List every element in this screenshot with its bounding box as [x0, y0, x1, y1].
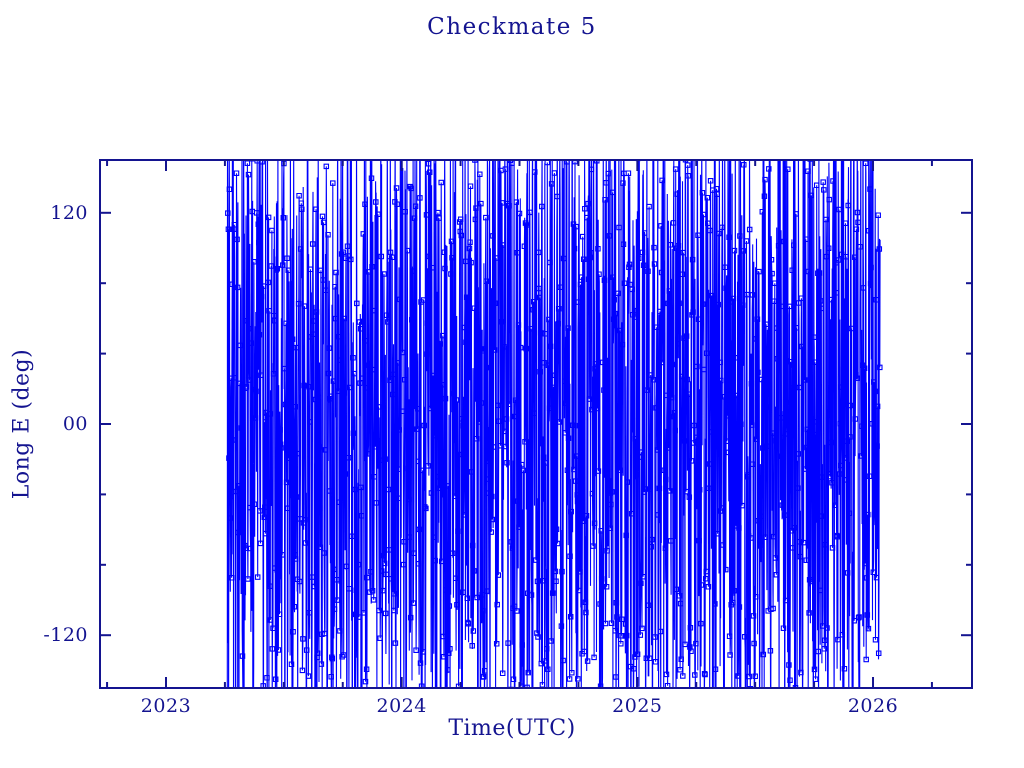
y-tick-label-00: 00 — [62, 413, 88, 435]
x-tick-label-2026: 2026 — [847, 695, 899, 717]
x-tick-label-2025: 2025 — [612, 695, 663, 717]
page-title: Checkmate 5 — [427, 14, 597, 40]
x-axis-title: Time(UTC) — [448, 716, 576, 741]
y-tick-label-neg120: -120 — [43, 624, 88, 647]
axis-frame — [99, 159, 973, 689]
x-tick-label-2024: 2024 — [376, 695, 427, 717]
data-series-layer — [225, 160, 883, 688]
y-tick-label-120: 120 — [50, 201, 88, 224]
x-tick-label-2023: 2023 — [140, 695, 192, 717]
y-axis-title: Long E (deg) — [9, 348, 35, 500]
